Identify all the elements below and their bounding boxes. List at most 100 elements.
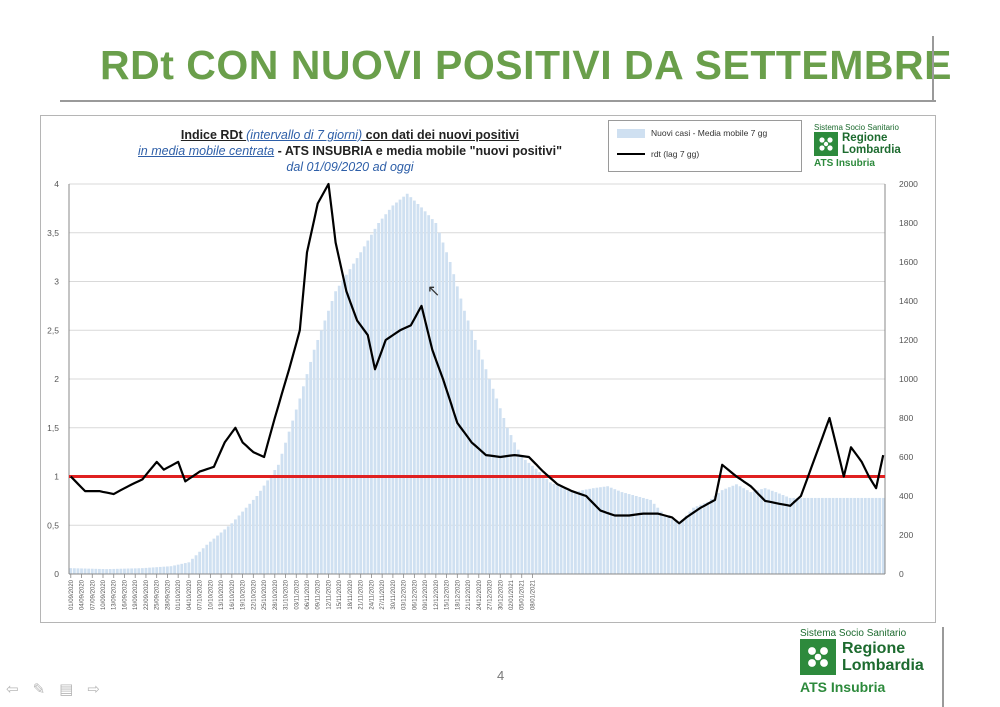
x-tick-label: 24/11/2020 — [369, 579, 375, 609]
bar — [123, 568, 126, 574]
x-tick-label: 27/12/2020 — [488, 579, 494, 610]
bar — [846, 497, 849, 574]
x-tick-label: 19/09/2020 — [133, 579, 139, 610]
bar — [656, 507, 660, 574]
bar — [745, 490, 749, 574]
bar — [695, 506, 699, 574]
bar — [380, 218, 384, 575]
x-tick-label: 30/12/2020 — [498, 579, 504, 610]
bar — [556, 485, 559, 574]
y-left-tick-label: 2 — [54, 374, 59, 384]
bar — [94, 568, 98, 574]
bar — [237, 515, 241, 574]
bar — [341, 280, 345, 574]
bar — [459, 298, 463, 574]
bar — [595, 487, 599, 574]
bar — [810, 497, 814, 574]
bar — [226, 526, 230, 574]
logo-region-line2: Lombardia — [842, 657, 924, 674]
bar — [853, 497, 856, 574]
bar — [130, 568, 134, 574]
bar — [863, 497, 867, 574]
bar — [713, 496, 717, 574]
bar — [69, 568, 73, 574]
bar — [166, 566, 169, 574]
y-right-tick-label: 800 — [899, 413, 913, 423]
bar — [692, 507, 695, 574]
bar — [133, 568, 137, 574]
x-tick-label: 03/12/2020 — [402, 579, 408, 610]
bar — [763, 488, 767, 574]
bar — [803, 497, 806, 574]
regione-lombardia-logo-footer: Sistema Socio Sanitario Regione Lombardia… — [800, 628, 924, 695]
bar — [377, 223, 380, 574]
bar — [731, 485, 735, 574]
menu-icon[interactable]: ▤ — [59, 681, 74, 698]
bar — [90, 568, 94, 574]
lombardia-rose-icon — [814, 132, 838, 156]
next-slide-icon[interactable]: ⇨ — [87, 681, 100, 698]
bar — [266, 480, 270, 574]
bar — [710, 498, 713, 574]
bar — [688, 511, 692, 574]
combo-chart: 0 0,5 1 1,5 2 2,5 3 3,5 4 0 200 400 600 800 1000 1200 14… — [47, 179, 918, 610]
bar — [738, 486, 742, 574]
bar — [309, 361, 312, 574]
bar — [602, 486, 606, 574]
bar — [169, 566, 173, 574]
bar — [180, 563, 184, 574]
bar — [76, 568, 80, 574]
bar — [83, 568, 87, 574]
bar — [262, 485, 266, 574]
pen-icon[interactable]: ✎ — [32, 681, 46, 698]
logo-region-line2: Lombardia — [842, 144, 901, 156]
bar — [631, 495, 635, 574]
bar — [183, 563, 187, 574]
bar — [756, 490, 760, 574]
bar — [506, 427, 509, 574]
bar — [670, 519, 674, 574]
bar — [613, 489, 617, 574]
x-tick-label: 06/11/2020 — [305, 579, 311, 609]
x-tick-label: 24/12/2020 — [477, 579, 483, 610]
previous-slide-icon[interactable]: ⇦ — [6, 681, 19, 698]
y-right-tick-label: 1000 — [899, 374, 918, 384]
bar — [799, 497, 803, 574]
bar — [806, 497, 810, 574]
bar — [606, 486, 610, 574]
bar — [423, 211, 427, 575]
x-tick-label: 02/01/2021 — [509, 579, 515, 610]
bar — [387, 209, 391, 574]
bar — [269, 475, 273, 574]
bar — [620, 492, 624, 574]
bar — [144, 567, 148, 574]
bar — [584, 489, 588, 574]
bar — [502, 418, 506, 574]
y-left-tick-label: 4 — [54, 179, 59, 189]
chart-title: Indice RDt (intervallo di 7 giorni) con … — [100, 127, 600, 175]
bar — [638, 496, 642, 574]
bar — [87, 568, 91, 574]
bar — [201, 548, 205, 574]
bar — [366, 240, 370, 575]
y-left-tick-label: 3 — [54, 277, 59, 287]
bar — [337, 285, 341, 574]
x-tick-label: 09/11/2020 — [316, 579, 322, 609]
x-tick-label: 13/10/2020 — [219, 579, 225, 610]
bar — [312, 349, 316, 574]
legend-label-bars: Nuovi casi - Media mobile 7 gg — [651, 128, 768, 138]
bar — [194, 555, 198, 574]
bar — [334, 291, 338, 574]
bar — [280, 453, 284, 574]
bar — [384, 214, 388, 574]
x-tick-label: 30/11/2020 — [391, 579, 397, 609]
bar — [538, 472, 542, 574]
bar — [727, 487, 731, 574]
chart-title-part2: (intervallo di 7 giorni) — [246, 128, 363, 142]
bar — [463, 310, 466, 574]
bar — [391, 205, 395, 574]
page-number: 4 — [497, 668, 505, 683]
y-right-tick-label: 2000 — [899, 179, 918, 189]
bar — [187, 562, 191, 574]
bar — [677, 523, 681, 574]
